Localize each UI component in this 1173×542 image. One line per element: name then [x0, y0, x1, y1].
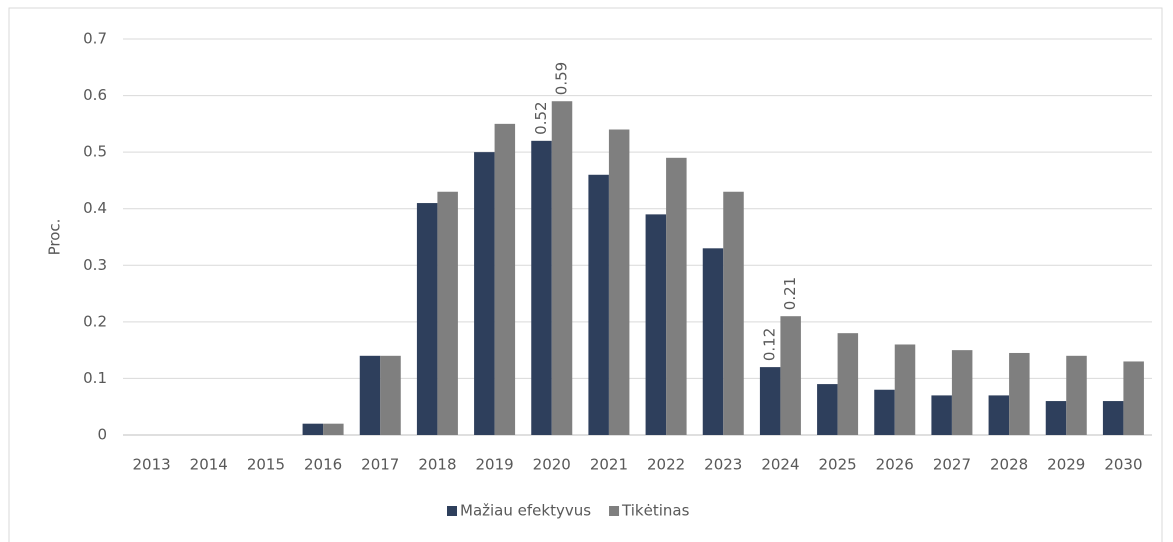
bar: [608, 129, 630, 435]
y-tick-label: 0.4: [83, 199, 107, 217]
x-tick-label: 2023: [704, 456, 742, 474]
bar: [1066, 355, 1087, 435]
x-tick-label: 2030: [1104, 456, 1142, 474]
bar: [494, 123, 516, 435]
x-tick-label: 2017: [361, 456, 399, 474]
bar: [666, 157, 687, 436]
x-tick-label: 2028: [990, 456, 1028, 474]
bar: [1045, 401, 1067, 435]
x-tick-label: 2029: [1047, 456, 1085, 474]
x-tick-label: 2027: [933, 456, 971, 474]
bar: [894, 344, 916, 435]
y-axis-label: Proc.: [46, 219, 64, 256]
y-tick-label: 0.2: [83, 312, 107, 330]
x-tick-label: 2013: [132, 456, 170, 474]
x-tick-label: 2025: [818, 456, 856, 474]
bar: [531, 140, 552, 436]
x-tick-label: 2019: [475, 456, 513, 474]
x-tick-label: 2018: [418, 456, 456, 474]
bar: [837, 333, 859, 435]
bar: [302, 423, 324, 435]
bar: [551, 101, 573, 435]
y-tick-label: 0.6: [83, 86, 107, 104]
data-label: 0.21: [781, 277, 799, 310]
bar: [780, 316, 801, 435]
x-tick-label: 2016: [304, 456, 342, 474]
x-tick-label: 2021: [590, 456, 628, 474]
bar: [323, 423, 344, 435]
x-tick-label: 2020: [533, 456, 571, 474]
x-tick-label: 2026: [876, 456, 914, 474]
y-tick-label: 0.7: [83, 30, 107, 48]
bar: [645, 214, 667, 435]
x-tick-label: 2015: [247, 456, 285, 474]
y-tick-label: 0.1: [83, 369, 107, 387]
bar: [1102, 401, 1124, 435]
legend-label: Tikėtinas: [621, 502, 690, 520]
data-label: 0.59: [553, 62, 571, 95]
data-label: 0.12: [761, 328, 779, 361]
bar: [817, 384, 838, 435]
y-tick-label: 0.3: [83, 256, 107, 274]
bar: [416, 203, 438, 435]
bar: [474, 152, 495, 435]
bar: [1009, 352, 1030, 435]
bar: [931, 395, 952, 435]
bar: [951, 350, 973, 435]
bar: [588, 174, 609, 435]
x-tick-label: 2022: [647, 456, 685, 474]
legend-swatch: [609, 506, 620, 516]
x-tick-label: 2014: [190, 456, 228, 474]
bar: [702, 248, 724, 435]
x-tick-label: 2024: [761, 456, 799, 474]
legend-swatch: [447, 506, 457, 516]
data-label: 0.52: [532, 101, 550, 134]
y-tick-label: 0.5: [83, 143, 107, 161]
bar: [380, 355, 401, 435]
chart-frame: [8, 7, 1163, 542]
bar: [759, 367, 781, 435]
y-tick-label: 0: [97, 426, 107, 444]
legend-label: Mažiau efektyvus: [460, 502, 591, 520]
bar: [1123, 361, 1144, 435]
bar: [437, 191, 458, 435]
bar: [723, 191, 744, 435]
bar: [988, 395, 1010, 435]
bar: [874, 389, 895, 435]
bar: [359, 355, 381, 435]
